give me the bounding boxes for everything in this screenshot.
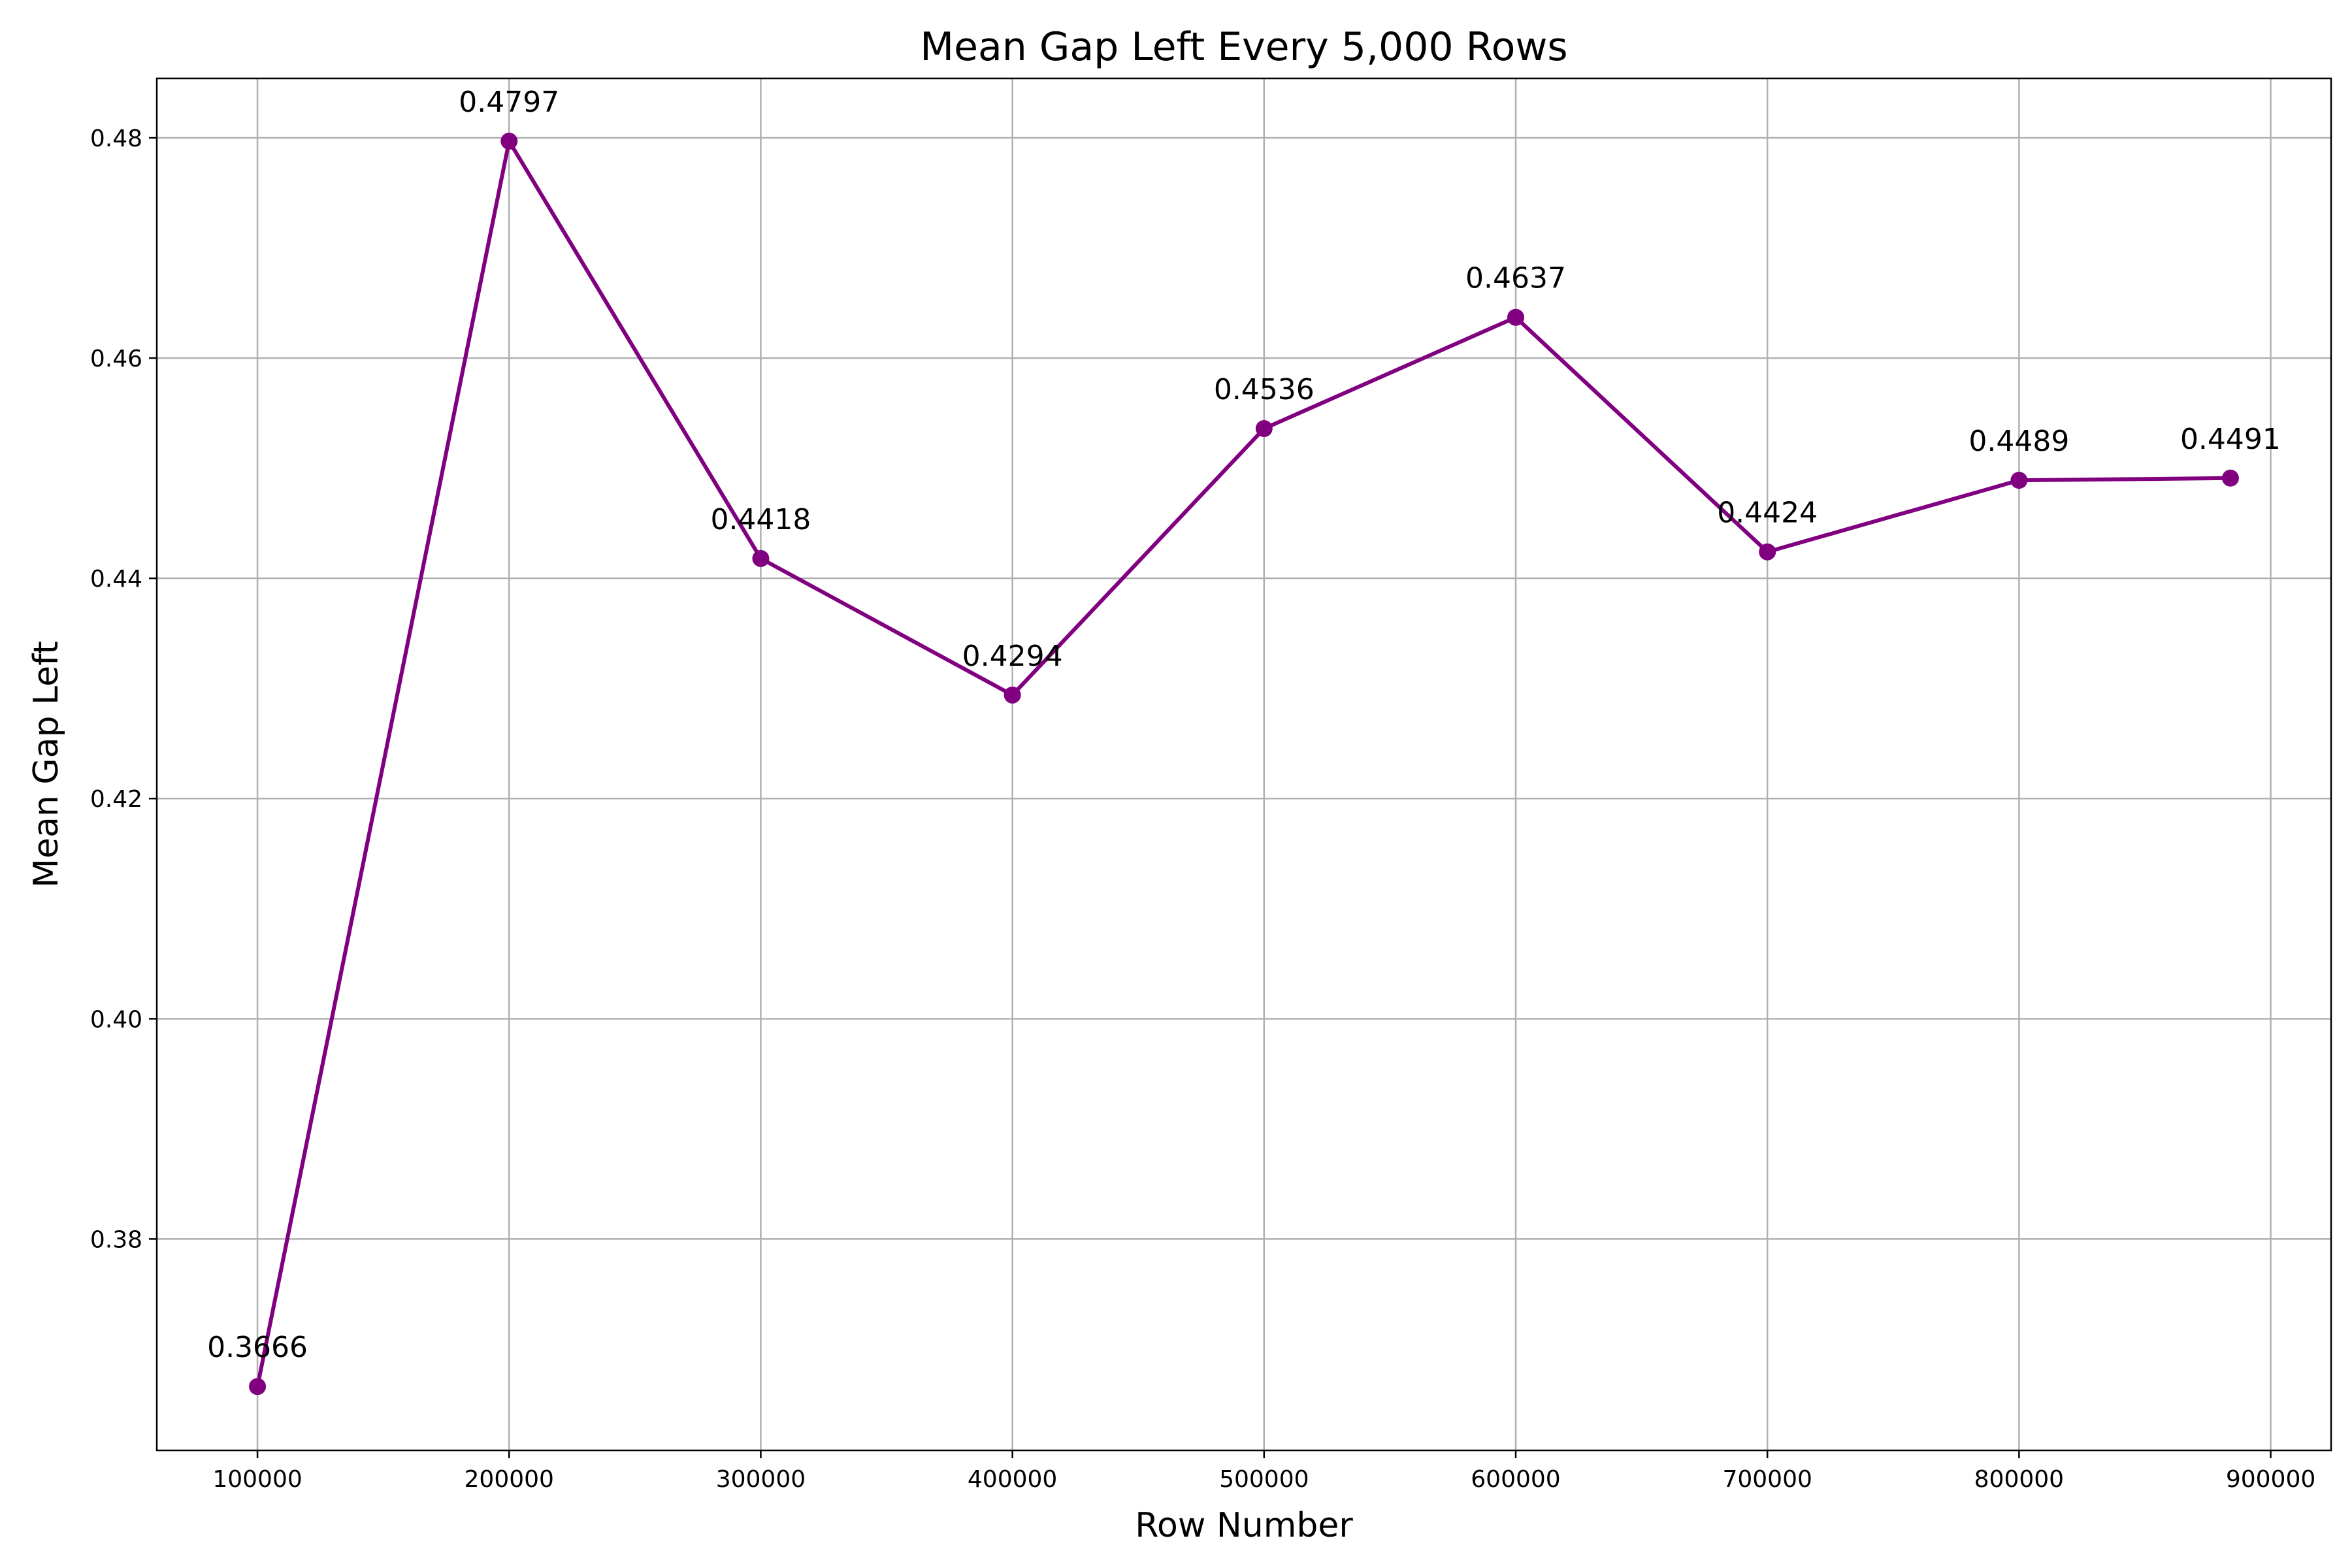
data-label: 0.4489: [1968, 425, 2069, 458]
data-point: [752, 549, 770, 567]
data-point: [249, 1378, 267, 1396]
x-tick-label: 300000: [716, 1466, 806, 1493]
data-labels: 0.3666 0.4797 0.4418 0.4294 0.4536 0.4637 0.44…: [207, 86, 2281, 1364]
x-axis-label: Row Number: [1135, 1506, 1353, 1545]
data-point: [1507, 308, 1524, 326]
y-tick-label: 0.48: [90, 125, 142, 152]
data-point: [1759, 543, 1776, 561]
axis-ticks: 100000 200000 300000 400000 500000 600000 7000…: [90, 125, 2315, 1493]
x-tick-label: 100000: [212, 1466, 302, 1493]
x-tick-label: 900000: [2226, 1466, 2315, 1493]
y-tick-label: 0.42: [90, 786, 142, 813]
x-tick-label: 500000: [1219, 1466, 1309, 1493]
data-point: [1255, 419, 1273, 437]
y-tick-label: 0.38: [90, 1226, 142, 1253]
data-label: 0.4294: [962, 640, 1063, 673]
y-tick-label: 0.44: [90, 566, 142, 593]
x-tick-label: 400000: [968, 1466, 1057, 1493]
data-point: [1004, 686, 1021, 704]
chart-title: Mean Gap Left Every 5,000 Rows: [920, 24, 1567, 70]
data-label: 0.4637: [1465, 262, 1566, 295]
data-point: [2010, 472, 2028, 489]
y-tick-label: 0.46: [90, 346, 142, 372]
data-label: 0.3666: [207, 1331, 308, 1364]
data-label: 0.4424: [1717, 497, 1818, 530]
data-label: 0.4536: [1214, 373, 1315, 406]
data-label: 0.4797: [459, 86, 559, 119]
x-tick-label: 200000: [465, 1466, 554, 1493]
data-point: [2221, 469, 2239, 487]
data-label: 0.4418: [710, 503, 811, 536]
plot-area-frame: [155, 77, 2332, 1452]
y-tick-label: 0.40: [90, 1006, 142, 1033]
x-tick-label: 600000: [1471, 1466, 1560, 1493]
x-tick-label: 700000: [1722, 1466, 1812, 1493]
data-label: 0.4491: [2180, 423, 2281, 456]
data-series: [249, 133, 2239, 1396]
grid: [157, 78, 2331, 1450]
x-tick-label: 800000: [1974, 1466, 2064, 1493]
y-axis-label: Mean Gap Left: [27, 641, 66, 888]
data-point: [500, 133, 518, 150]
